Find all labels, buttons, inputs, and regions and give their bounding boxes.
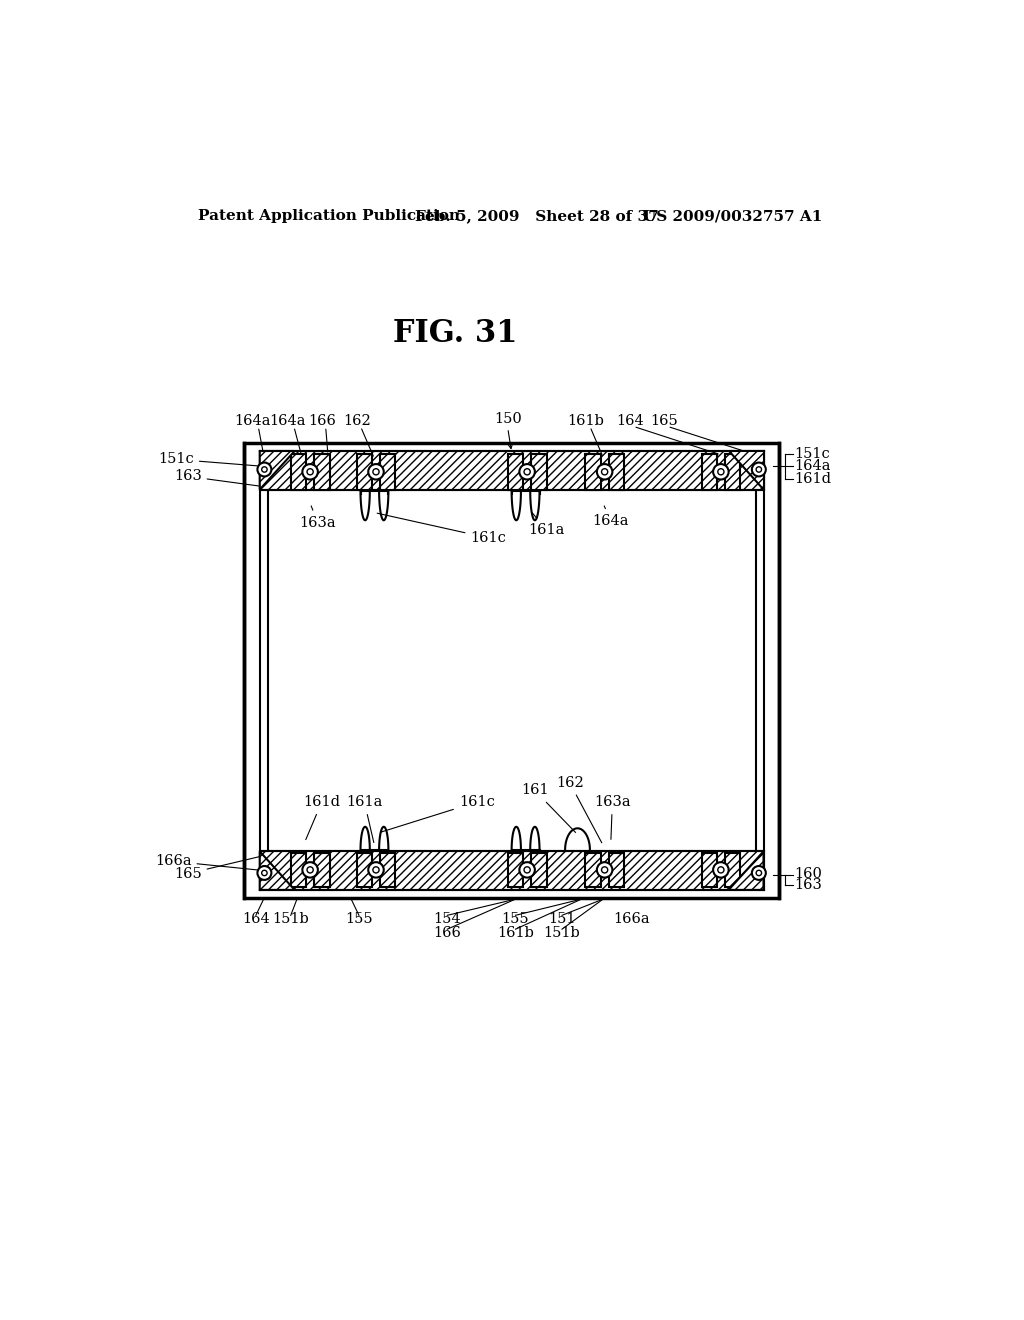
- Text: 164: 164: [616, 414, 644, 428]
- Text: FIG. 31: FIG. 31: [393, 318, 517, 350]
- Circle shape: [601, 469, 607, 475]
- Text: 160: 160: [795, 867, 822, 882]
- Polygon shape: [291, 853, 306, 887]
- Circle shape: [262, 870, 267, 875]
- Text: 164a: 164a: [269, 414, 306, 428]
- Bar: [260, 451, 764, 490]
- Polygon shape: [531, 454, 547, 490]
- Circle shape: [718, 867, 724, 873]
- Text: 161a: 161a: [528, 512, 564, 537]
- Text: 163a: 163a: [594, 795, 631, 840]
- Circle shape: [756, 467, 762, 473]
- Circle shape: [519, 862, 535, 878]
- Text: 164a: 164a: [795, 459, 831, 474]
- Text: 151c: 151c: [795, 447, 830, 461]
- Circle shape: [752, 462, 766, 477]
- Text: 165: 165: [174, 857, 259, 880]
- Polygon shape: [314, 454, 330, 490]
- Polygon shape: [725, 853, 740, 887]
- Circle shape: [524, 867, 530, 873]
- Text: 151b: 151b: [544, 927, 581, 940]
- Text: 162: 162: [556, 776, 602, 842]
- Polygon shape: [608, 454, 624, 490]
- Circle shape: [718, 469, 724, 475]
- Text: 161d: 161d: [795, 471, 831, 486]
- Polygon shape: [356, 853, 372, 887]
- Text: 161c: 161c: [381, 795, 495, 832]
- Text: 161d: 161d: [303, 795, 340, 840]
- Text: 161c: 161c: [377, 513, 506, 545]
- Circle shape: [262, 467, 267, 473]
- Circle shape: [369, 862, 384, 878]
- Text: 162: 162: [343, 414, 372, 428]
- Text: 164a: 164a: [593, 506, 629, 528]
- Polygon shape: [508, 454, 523, 490]
- Polygon shape: [729, 851, 764, 890]
- Text: 163: 163: [174, 470, 259, 486]
- Text: 161b: 161b: [497, 927, 534, 940]
- Text: 166a: 166a: [155, 854, 262, 870]
- Circle shape: [369, 465, 384, 479]
- Text: 164: 164: [242, 912, 269, 927]
- Polygon shape: [608, 853, 624, 887]
- Text: 166a: 166a: [613, 912, 650, 927]
- Polygon shape: [729, 451, 764, 490]
- Text: 155: 155: [502, 912, 529, 927]
- Polygon shape: [260, 451, 295, 490]
- Circle shape: [307, 867, 313, 873]
- Text: 163a: 163a: [300, 506, 336, 529]
- Polygon shape: [701, 454, 717, 490]
- Polygon shape: [586, 853, 601, 887]
- Text: Feb. 5, 2009   Sheet 28 of 37: Feb. 5, 2009 Sheet 28 of 37: [415, 209, 658, 223]
- Text: Patent Application Publication: Patent Application Publication: [198, 209, 460, 223]
- Text: 151b: 151b: [272, 912, 309, 927]
- Text: 161: 161: [521, 784, 575, 833]
- Text: US 2009/0032757 A1: US 2009/0032757 A1: [643, 209, 822, 223]
- Polygon shape: [260, 851, 295, 890]
- Circle shape: [302, 465, 317, 479]
- Text: 150: 150: [494, 412, 521, 426]
- Text: 154: 154: [433, 912, 461, 927]
- Polygon shape: [291, 454, 306, 490]
- Polygon shape: [508, 853, 523, 887]
- Circle shape: [302, 862, 317, 878]
- Circle shape: [519, 465, 535, 479]
- Polygon shape: [701, 853, 717, 887]
- Polygon shape: [356, 454, 372, 490]
- Polygon shape: [380, 454, 395, 490]
- Text: 164a: 164a: [233, 414, 270, 428]
- Circle shape: [601, 867, 607, 873]
- Text: 163: 163: [795, 878, 822, 892]
- Circle shape: [597, 862, 612, 878]
- Polygon shape: [380, 853, 395, 887]
- Polygon shape: [314, 853, 330, 887]
- Circle shape: [752, 866, 766, 880]
- Circle shape: [524, 469, 530, 475]
- Circle shape: [756, 870, 762, 875]
- Circle shape: [713, 465, 729, 479]
- Polygon shape: [586, 454, 601, 490]
- Polygon shape: [725, 454, 740, 490]
- Circle shape: [257, 866, 271, 880]
- Text: 166: 166: [308, 414, 336, 428]
- Text: 165: 165: [650, 414, 678, 428]
- Circle shape: [597, 465, 612, 479]
- Circle shape: [307, 469, 313, 475]
- Circle shape: [373, 469, 379, 475]
- Circle shape: [713, 862, 729, 878]
- Bar: [260, 851, 764, 890]
- Text: 151: 151: [548, 912, 575, 927]
- Text: 155: 155: [345, 912, 373, 927]
- Text: 166: 166: [433, 927, 461, 940]
- Circle shape: [257, 462, 271, 477]
- Bar: [245, 444, 779, 898]
- Text: 161b: 161b: [567, 414, 604, 428]
- Polygon shape: [531, 853, 547, 887]
- Text: 151c: 151c: [158, 453, 261, 466]
- Text: 161a: 161a: [346, 795, 383, 842]
- Circle shape: [373, 867, 379, 873]
